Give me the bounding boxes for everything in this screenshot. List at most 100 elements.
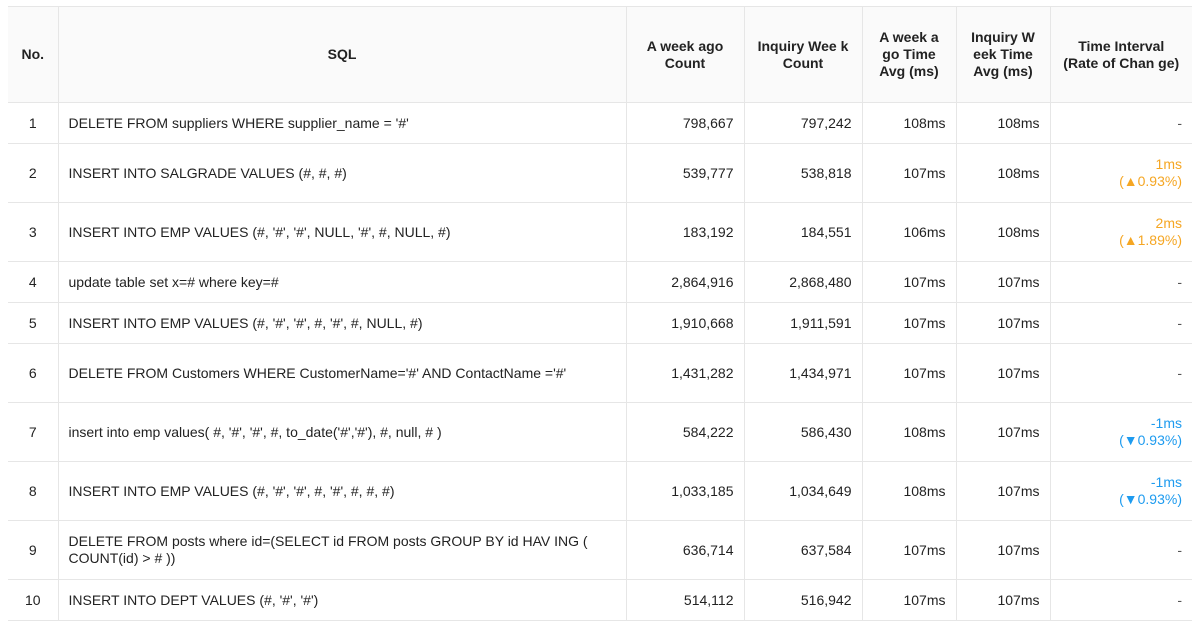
row-rate: - [1049,302,1192,344]
table-row: 1 DELETE FROM suppliers WHERE supplier_n… [8,102,1192,144]
row-a-avg: 108ms [861,402,956,462]
row-i-avg: 107ms [955,520,1050,580]
row-a-count: 1,431,282 [625,343,744,403]
table-row: 3 INSERT INTO EMP VALUES (#, '#', '#', N… [8,202,1192,262]
row-a-count: 2,864,916 [625,261,744,303]
row-a-count: 514,112 [625,579,744,621]
row-no: 7 [8,402,58,462]
row-i-count: 637,584 [743,520,862,580]
row-a-avg: 107ms [861,579,956,621]
row-a-count: 1,910,668 [625,302,744,344]
row-sql: INSERT INTO EMP VALUES (#, '#', '#', #, … [57,302,626,344]
row-rate: -1ms (▼0.93%) [1049,461,1192,521]
table-body: 1 DELETE FROM suppliers WHERE supplier_n… [8,102,1192,621]
row-sql: DELETE FROM Customers WHERE CustomerName… [57,343,626,403]
row-i-count: 184,551 [743,202,862,262]
header-no[interactable]: No. [8,6,58,103]
table-row: 5 INSERT INTO EMP VALUES (#, '#', '#', #… [8,302,1192,344]
row-rate: -1ms (▼0.93%) [1049,402,1192,462]
row-no: 10 [8,579,58,621]
row-i-avg: 107ms [955,579,1050,621]
rate-percent: (▲0.93%) [1119,173,1182,189]
header-row: No. SQL A week ago Count Inquiry Wee k C… [8,6,1192,103]
row-no: 2 [8,143,58,203]
row-i-count: 2,868,480 [743,261,862,303]
row-a-count: 584,222 [625,402,744,462]
row-i-avg: 107ms [955,461,1050,521]
row-no: 1 [8,102,58,144]
rate-percent: (▼0.93%) [1119,491,1182,507]
rate-value: 2ms [1155,215,1182,231]
row-i-avg: 108ms [955,143,1050,203]
row-a-avg: 107ms [861,261,956,303]
rate-value: -1ms [1150,474,1182,490]
row-rate: - [1049,261,1192,303]
table-row: 8 INSERT INTO EMP VALUES (#, '#', '#', #… [8,461,1192,521]
rate-value: - [1177,273,1182,290]
rate-percent: (▲1.89%) [1119,232,1182,248]
rate-value: -1ms [1150,415,1182,431]
row-no: 5 [8,302,58,344]
row-no: 8 [8,461,58,521]
table-row: 10 INSERT INTO DEPT VALUES (#, '#', '#')… [8,579,1192,621]
header-rate[interactable]: Time Interval (Rate of Chan ge) [1049,6,1192,103]
row-a-count: 798,667 [625,102,744,144]
row-rate: - [1049,343,1192,403]
row-rate: 1ms (▲0.93%) [1049,143,1192,203]
row-sql: update table set x=# where key=# [57,261,626,303]
table-row: 4 update table set x=# where key=# 2,864… [8,261,1192,303]
row-a-avg: 107ms [861,343,956,403]
header-a-avg[interactable]: A week a go Time Avg (ms) [861,6,956,103]
row-sql: INSERT INTO SALGRADE VALUES (#, #, #) [57,143,626,203]
row-no: 9 [8,520,58,580]
row-a-count: 183,192 [625,202,744,262]
row-i-avg: 108ms [955,102,1050,144]
row-i-count: 1,034,649 [743,461,862,521]
row-sql: insert into emp values( #, '#', '#', #, … [57,402,626,462]
row-i-count: 797,242 [743,102,862,144]
row-sql: INSERT INTO EMP VALUES (#, '#', '#', NUL… [57,202,626,262]
rate-percent: (▼0.93%) [1119,432,1182,448]
row-no: 3 [8,202,58,262]
row-i-count: 1,434,971 [743,343,862,403]
row-rate: 2ms (▲1.89%) [1049,202,1192,262]
row-i-avg: 107ms [955,402,1050,462]
row-a-avg: 106ms [861,202,956,262]
header-i-avg[interactable]: Inquiry W eek Time Avg (ms) [955,6,1050,103]
header-sql[interactable]: SQL [57,6,626,103]
row-i-avg: 107ms [955,302,1050,344]
rate-value: - [1177,591,1182,608]
row-a-avg: 107ms [861,302,956,344]
rate-value: - [1177,114,1182,131]
row-sql: DELETE FROM suppliers WHERE supplier_nam… [57,102,626,144]
header-i-count[interactable]: Inquiry Wee k Count [743,6,862,103]
table-header: No. SQL A week ago Count Inquiry Wee k C… [8,6,1192,103]
rate-value: - [1177,364,1182,381]
row-a-count: 539,777 [625,143,744,203]
table-row: 2 INSERT INTO SALGRADE VALUES (#, #, #) … [8,143,1192,203]
row-i-avg: 108ms [955,202,1050,262]
row-no: 4 [8,261,58,303]
header-a-count[interactable]: A week ago Count [625,6,744,103]
row-i-count: 586,430 [743,402,862,462]
rate-value: - [1177,541,1182,558]
row-i-count: 538,818 [743,143,862,203]
row-no: 6 [8,343,58,403]
row-a-avg: 107ms [861,143,956,203]
row-rate: - [1049,102,1192,144]
table-row: 9 DELETE FROM posts where id=(SELECT id … [8,520,1192,580]
row-a-count: 636,714 [625,520,744,580]
row-a-count: 1,033,185 [625,461,744,521]
row-sql: INSERT INTO EMP VALUES (#, '#', '#', #, … [57,461,626,521]
row-sql: DELETE FROM posts where id=(SELECT id FR… [57,520,626,580]
row-i-count: 516,942 [743,579,862,621]
row-sql: INSERT INTO DEPT VALUES (#, '#', '#') [57,579,626,621]
row-a-avg: 107ms [861,520,956,580]
row-i-count: 1,911,591 [743,302,862,344]
table-row: 7 insert into emp values( #, '#', '#', #… [8,402,1192,462]
row-rate: - [1049,520,1192,580]
row-i-avg: 107ms [955,343,1050,403]
rate-value: - [1177,314,1182,331]
row-rate: - [1049,579,1192,621]
row-i-avg: 107ms [955,261,1050,303]
